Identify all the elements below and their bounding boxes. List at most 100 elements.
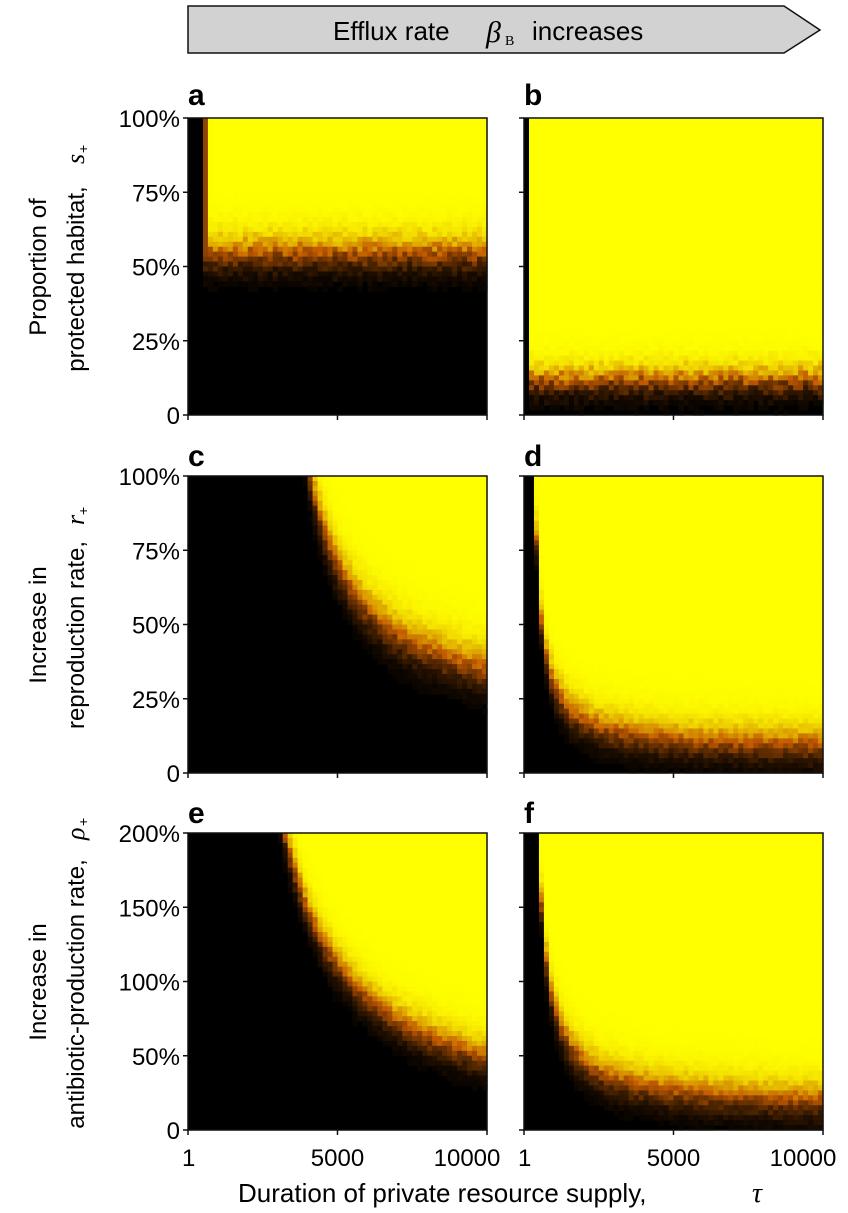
heatmap-cell — [718, 320, 724, 327]
heatmap-cell — [452, 271, 458, 277]
heatmap-cell — [653, 261, 660, 268]
heatmap-cell — [638, 311, 645, 317]
heatmap-cell — [743, 380, 749, 386]
heatmap-cell — [728, 276, 734, 282]
heatmap-cell — [758, 197, 764, 203]
heatmap-cell — [232, 207, 239, 213]
heatmap-cell — [663, 291, 670, 297]
heatmap-cell — [718, 325, 724, 332]
heatmap-cell — [207, 177, 214, 183]
heatmap-cell — [367, 281, 373, 287]
heatmap-cell — [272, 202, 279, 208]
heatmap-cell — [382, 137, 388, 144]
heatmap-cell — [688, 207, 695, 213]
heatmap-cell — [698, 320, 704, 327]
heatmap-cell — [447, 226, 453, 233]
heatmap-cell — [683, 221, 690, 228]
heatmap-cell — [447, 246, 453, 253]
heatmap-cell — [297, 212, 304, 218]
heatmap-cell — [382, 172, 388, 178]
heatmap-cell — [307, 241, 314, 248]
heatmap-cell — [247, 286, 254, 292]
heatmap-cell — [533, 246, 540, 253]
heatmap-cell — [598, 192, 605, 198]
heatmap-cell — [207, 122, 214, 129]
heatmap-cell — [598, 197, 605, 203]
heatmap-cell — [718, 375, 724, 381]
heatmap-cell — [583, 345, 590, 352]
heatmap-cell — [698, 197, 704, 203]
heatmap-cell — [553, 231, 560, 238]
heatmap-cell — [613, 296, 620, 302]
heatmap-cell — [553, 355, 560, 362]
heatmap-cell — [608, 375, 615, 381]
heatmap-cell — [728, 226, 734, 233]
heatmap-cell — [442, 142, 448, 149]
heatmap-cell — [743, 301, 749, 307]
heatmap-cell — [583, 221, 590, 228]
heatmap-cell — [708, 360, 714, 367]
heatmap-cell — [437, 276, 443, 282]
heatmap-cell — [608, 251, 615, 258]
heatmap-cell — [708, 365, 714, 372]
heatmap-cell — [673, 147, 680, 154]
heatmap-cell — [633, 306, 640, 312]
heatmap-cell — [708, 291, 714, 297]
heatmap-cell — [643, 256, 650, 263]
heatmap-cell — [593, 316, 600, 322]
heatmap-cell — [763, 296, 769, 302]
heatmap-cell — [688, 340, 695, 347]
heatmap-cell — [613, 167, 620, 174]
heatmap-cell — [307, 192, 314, 198]
heatmap-cell — [528, 182, 535, 188]
heatmap-cell — [778, 182, 784, 188]
heatmap-cell — [708, 340, 714, 347]
heatmap-cell — [688, 335, 695, 342]
heatmap-cell — [603, 330, 610, 337]
heatmap-cell — [422, 197, 428, 203]
heatmap-cell — [392, 152, 398, 159]
heatmap-cell — [277, 187, 284, 193]
heatmap-cell — [708, 127, 714, 134]
heatmap-cell — [598, 221, 605, 228]
heatmap-cell — [202, 142, 209, 149]
heatmap-cell — [477, 152, 483, 159]
heatmap-cell — [638, 241, 645, 248]
heatmap-cell — [237, 187, 244, 193]
heatmap-cell — [743, 142, 749, 149]
heatmap-cell — [272, 172, 279, 178]
heatmap-cell — [457, 281, 463, 287]
heatmap-cell — [568, 142, 575, 149]
heatmap-cell — [628, 241, 635, 248]
heatmap-cell — [783, 118, 789, 124]
heatmap-cell — [397, 281, 403, 287]
heatmap-cell — [603, 162, 610, 169]
heatmap-cell — [357, 187, 364, 193]
heatmap-cell — [713, 360, 719, 367]
heatmap-cell — [733, 122, 739, 129]
heatmap-cell — [347, 182, 354, 188]
y-tick-label: 100% — [119, 106, 180, 133]
heatmap-cell — [658, 266, 665, 273]
banner-suffix: increases — [532, 16, 643, 46]
heatmap-cell — [202, 246, 209, 253]
heatmap-cell — [638, 390, 645, 396]
heatmap-cell — [563, 330, 570, 337]
heatmap-cell — [698, 276, 704, 282]
heatmap-cell — [553, 375, 560, 381]
heatmap-cell — [402, 152, 408, 159]
heatmap-cell — [252, 142, 259, 149]
heatmap-cell — [387, 217, 393, 223]
heatmap-cell — [417, 122, 423, 129]
heatmap-cell — [252, 246, 259, 253]
heatmap-cell — [563, 360, 570, 367]
heatmap-cell — [683, 340, 690, 347]
heatmap-cell — [563, 202, 570, 208]
heatmap-cell — [738, 306, 744, 312]
heatmap-cell — [763, 197, 769, 203]
heatmap-cell — [633, 375, 640, 381]
heatmap-cell — [673, 311, 680, 317]
heatmap-cell — [663, 375, 670, 381]
heatmap-cell — [578, 152, 585, 159]
heatmap-cell — [563, 226, 570, 233]
